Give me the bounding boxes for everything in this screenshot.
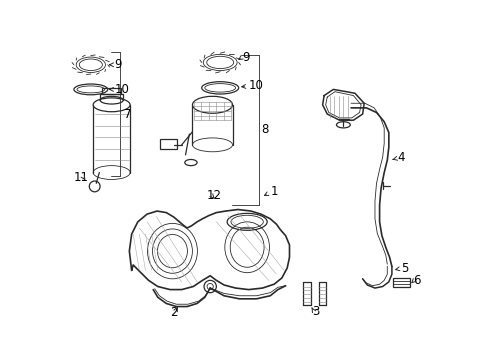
Bar	[102, 88, 121, 94]
Text: 4: 4	[396, 150, 404, 164]
Text: 9: 9	[241, 50, 249, 64]
Text: 11: 11	[74, 171, 89, 184]
Text: 1: 1	[270, 185, 277, 198]
Text: 2: 2	[170, 306, 177, 319]
Text: 9: 9	[115, 58, 122, 71]
Text: 3: 3	[312, 305, 319, 318]
Text: 12: 12	[207, 189, 222, 202]
Text: 10: 10	[115, 83, 129, 96]
Text: 7: 7	[123, 108, 131, 121]
Text: 10: 10	[248, 79, 263, 92]
Bar	[393, 278, 409, 287]
Bar	[160, 139, 177, 149]
Text: 8: 8	[261, 123, 268, 136]
Text: 6: 6	[412, 274, 419, 287]
Text: 5: 5	[400, 261, 407, 275]
